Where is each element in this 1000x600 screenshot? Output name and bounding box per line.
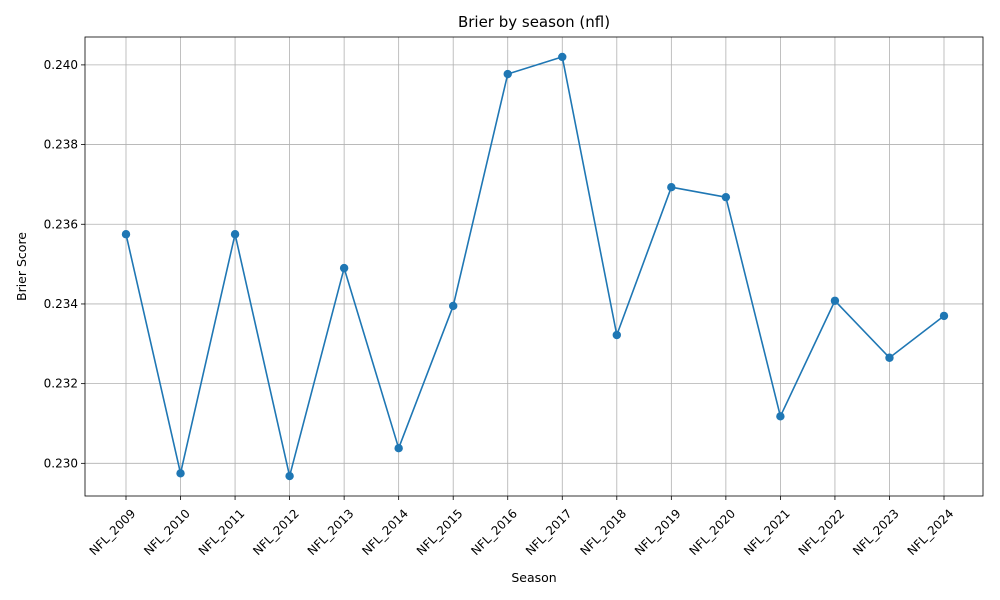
plot-frame	[84, 36, 984, 497]
data-point	[939, 311, 949, 321]
y-axis-label: Brier Score	[14, 232, 29, 301]
data-point	[394, 443, 403, 453]
y-tick-label: 0.240	[44, 58, 78, 72]
series-line	[125, 56, 945, 477]
data-point	[776, 412, 785, 421]
data-point	[558, 52, 567, 62]
data-point	[339, 263, 349, 273]
data-point	[885, 353, 894, 362]
data-point	[721, 192, 731, 202]
data-point	[449, 301, 458, 311]
y-tick-label: 0.230	[44, 456, 78, 470]
data-point	[612, 330, 621, 340]
series-layer	[121, 52, 949, 481]
grid-layer	[85, 37, 983, 496]
x-axis-label: Season	[511, 570, 556, 585]
data-point	[830, 296, 840, 305]
y-tick-label: 0.234	[44, 297, 78, 311]
y-tick-label: 0.238	[44, 138, 78, 152]
chart-title: Brier by season (nfl)	[458, 13, 610, 31]
data-point	[667, 183, 676, 192]
data-point	[503, 69, 512, 79]
y-tick-label: 0.236	[44, 217, 78, 231]
data-point	[121, 230, 131, 239]
data-point	[176, 469, 185, 478]
y-tick-label: 0.232	[44, 377, 78, 391]
data-point	[285, 471, 294, 481]
data-point	[230, 230, 240, 239]
